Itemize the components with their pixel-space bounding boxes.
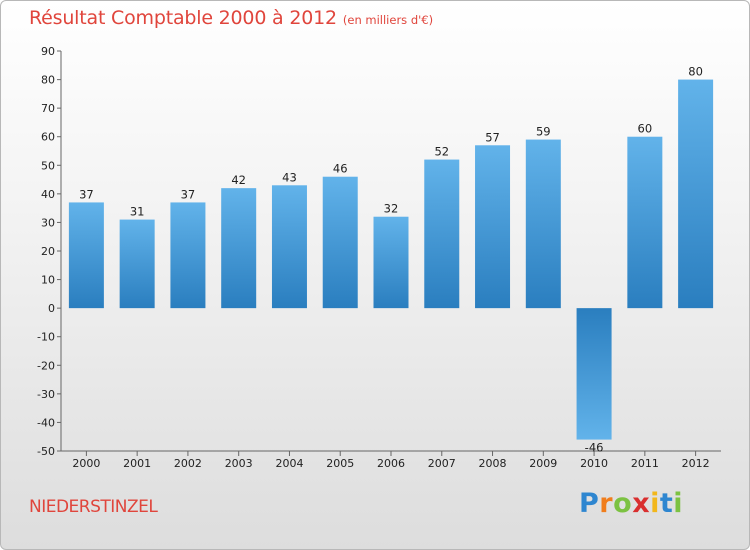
logo-letter: P (579, 488, 600, 519)
value-label-2011: 60 (638, 122, 653, 136)
value-label-2012: 80 (688, 65, 703, 79)
y-tick-label: 10 (41, 274, 55, 287)
value-label-2002: 37 (181, 187, 196, 201)
y-tick-label: 0 (48, 302, 55, 315)
y-tick-label: 90 (41, 45, 55, 58)
y-tick-label: -50 (37, 445, 55, 458)
value-label-2010: -46 (585, 441, 604, 455)
logo-letter: i (650, 488, 660, 519)
value-label-2005: 46 (333, 162, 348, 176)
y-tick-label: 50 (41, 159, 55, 172)
x-tick-label-2004: 2004 (275, 457, 303, 470)
x-tick-label-2006: 2006 (377, 457, 405, 470)
bar-2003 (221, 188, 257, 309)
value-label-2007: 52 (434, 145, 449, 159)
logo-letter: i (673, 488, 684, 519)
value-label-2001: 31 (130, 205, 145, 219)
logo-letter: o (613, 488, 633, 519)
x-tick-label-2007: 2007 (428, 457, 456, 470)
x-tick-label-2000: 2000 (72, 457, 100, 470)
bar-2010 (576, 308, 612, 440)
y-tick-label: 70 (41, 102, 55, 115)
bar-2006 (373, 216, 409, 309)
y-tick-label: 40 (41, 188, 55, 201)
bar-2007 (424, 159, 460, 309)
x-tick-label-2009: 2009 (529, 457, 557, 470)
x-tick-label-2011: 2011 (631, 457, 659, 470)
x-tick-label-2008: 2008 (479, 457, 507, 470)
bar-2004 (271, 185, 307, 309)
y-tick-label: -30 (37, 388, 55, 401)
bar-2002 (170, 202, 206, 309)
y-tick-label: 60 (41, 131, 55, 144)
bar-2001 (119, 219, 155, 309)
value-label-2000: 37 (79, 187, 94, 201)
chart-title-text: Résultat Comptable 2000 à 2012 (29, 7, 337, 29)
bar-2012 (678, 79, 714, 309)
bar-2009 (525, 139, 561, 309)
bar-2011 (627, 136, 663, 309)
x-tick-label-2012: 2012 (682, 457, 710, 470)
x-tick-label-2001: 2001 (123, 457, 151, 470)
commune-name: NIEDERSTINZEL (29, 497, 158, 517)
value-label-2009: 59 (536, 125, 551, 139)
logo-letter: x (632, 488, 651, 519)
y-tick-label: 80 (41, 74, 55, 87)
chart-labels: 37 31 37 42 43 46 32 52 57 59 -46 60 80 (79, 65, 703, 455)
bar-2000 (68, 202, 104, 309)
value-label-2006: 32 (384, 202, 399, 216)
chart-subtitle: (en milliers d'€) (342, 13, 434, 27)
chart-title: Résultat Comptable 2000 à 2012 (en millie… (29, 7, 433, 29)
y-tick-label: -10 (37, 331, 55, 344)
y-tick-label: -40 (37, 416, 55, 429)
value-label-2004: 43 (282, 170, 297, 184)
y-tick-label: 30 (41, 216, 55, 229)
x-tick-label-2010: 2010 (580, 457, 608, 470)
bar-2005 (322, 176, 358, 309)
x-tick-label-2005: 2005 (326, 457, 354, 470)
x-tick-label-2003: 2003 (225, 457, 253, 470)
value-label-2003: 42 (231, 173, 246, 187)
chart-bars (68, 79, 714, 440)
proxiti-logo[interactable]: Proxiti (579, 488, 683, 519)
logo-letter: t (659, 488, 674, 519)
value-label-2008: 57 (485, 130, 500, 144)
x-tick-label-2002: 2002 (174, 457, 202, 470)
y-tick-label: 20 (41, 245, 55, 258)
y-tick-label: -20 (37, 359, 55, 372)
logo-letter: r (599, 488, 614, 519)
bar-2008 (475, 145, 511, 309)
